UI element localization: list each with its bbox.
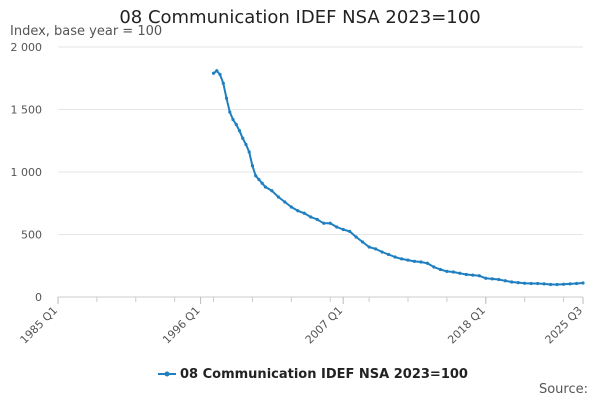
data-point[interactable] [250, 164, 255, 168]
grid-lines [58, 46, 583, 235]
data-point[interactable] [263, 185, 268, 189]
y-tick-label: 1 500 [11, 104, 43, 117]
x-tick-label: 2018 Q1 [445, 304, 488, 347]
data-point[interactable] [542, 282, 546, 286]
data-point[interactable] [328, 221, 332, 225]
data-point[interactable] [445, 269, 449, 273]
data-point[interactable] [464, 272, 468, 277]
data-point[interactable] [406, 258, 410, 262]
data-point[interactable] [529, 281, 533, 286]
data-point[interactable] [244, 142, 248, 147]
y-tick-label: 500 [21, 229, 42, 242]
data-point[interactable] [419, 260, 423, 264]
data-point[interactable] [490, 277, 494, 281]
data-point[interactable] [270, 189, 274, 193]
data-point[interactable] [231, 117, 235, 122]
data-point[interactable] [399, 257, 404, 261]
data-point[interactable] [380, 250, 384, 254]
source-label: Source: [538, 382, 588, 397]
data-point[interactable] [215, 69, 219, 73]
data-point[interactable] [211, 71, 216, 75]
y-axis-ticks: 0 500 1 000 1 500 2 000 [11, 41, 43, 304]
y-axis-label: Index, base year = 100 [10, 24, 163, 39]
data-point[interactable] [289, 205, 293, 209]
data-point[interactable] [257, 177, 261, 182]
data-point[interactable] [497, 277, 501, 282]
x-axis-ticks: 1985 Q1 1996 Q1 2007 Q1 2018 Q1 2025 Q3 [18, 297, 586, 347]
series-line [212, 69, 584, 286]
data-point[interactable] [367, 245, 371, 249]
data-point[interactable] [386, 252, 391, 257]
data-point[interactable] [254, 174, 258, 178]
data-point[interactable] [477, 274, 481, 278]
x-tick-label: 2025 Q3 [543, 304, 586, 347]
y-tick-label: 2 000 [11, 41, 43, 54]
data-point[interactable] [335, 225, 339, 229]
data-point[interactable] [516, 281, 520, 285]
data-point[interactable] [432, 265, 436, 269]
legend[interactable]: 08 Communication IDEF NSA 2023=100 [158, 367, 468, 382]
series-layer [211, 69, 585, 287]
data-point[interactable] [341, 227, 345, 232]
data-point[interactable] [260, 181, 264, 185]
data-point[interactable] [510, 280, 514, 284]
data-point[interactable] [218, 72, 222, 77]
data-point[interactable] [348, 229, 352, 233]
data-point[interactable] [228, 110, 232, 114]
data-point[interactable] [471, 273, 475, 277]
legend-marker-dot [164, 371, 170, 377]
data-point[interactable] [555, 282, 559, 287]
data-point[interactable] [283, 200, 287, 204]
data-point[interactable] [536, 281, 540, 286]
data-point[interactable] [523, 281, 527, 285]
data-point[interactable] [276, 195, 280, 199]
data-point[interactable] [361, 240, 365, 244]
data-point[interactable] [315, 217, 319, 222]
data-point[interactable] [561, 282, 566, 286]
data-point[interactable] [224, 96, 229, 100]
data-point[interactable] [568, 282, 572, 286]
data-point[interactable] [451, 270, 455, 274]
y-tick-label: 1 000 [11, 166, 43, 179]
x-tick-label: 2007 Q1 [303, 304, 346, 347]
data-point[interactable] [241, 136, 245, 140]
data-point[interactable] [425, 261, 430, 265]
data-point[interactable] [221, 81, 225, 85]
data-point[interactable] [302, 211, 306, 215]
data-point[interactable] [354, 235, 358, 239]
data-point[interactable] [296, 209, 300, 213]
data-point[interactable] [581, 281, 585, 285]
data-point[interactable] [503, 279, 507, 283]
data-point[interactable] [393, 255, 397, 259]
chart-title: 08 Communication IDEF NSA 2023=100 [119, 7, 481, 28]
x-axis [57, 296, 583, 302]
data-point[interactable] [309, 215, 313, 219]
data-point[interactable] [548, 282, 553, 287]
x-tick-label: 1985 Q1 [18, 304, 61, 347]
data-point[interactable] [484, 276, 488, 280]
data-point[interactable] [247, 150, 251, 154]
data-point[interactable] [458, 271, 462, 275]
data-point[interactable] [234, 122, 238, 127]
data-point[interactable] [412, 259, 417, 263]
legend-label: 08 Communication IDEF NSA 2023=100 [180, 367, 468, 382]
data-point[interactable] [322, 221, 326, 225]
y-tick-label: 0 [35, 291, 42, 304]
data-point[interactable] [237, 129, 242, 133]
data-point[interactable] [574, 281, 579, 286]
data-point[interactable] [438, 267, 443, 272]
data-point[interactable] [373, 247, 378, 251]
x-tick-label: 1996 Q1 [160, 304, 203, 347]
